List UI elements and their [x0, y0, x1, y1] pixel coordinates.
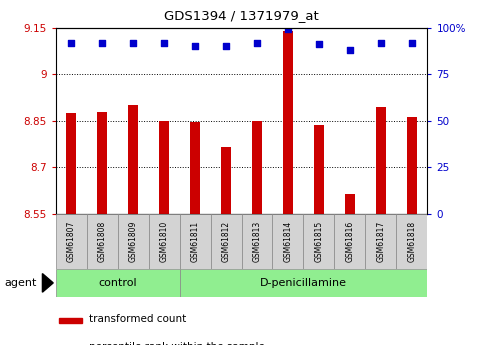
- Bar: [283, 31, 293, 214]
- Bar: [158, 121, 170, 214]
- Point: [222, 43, 230, 49]
- Text: GSM61807: GSM61807: [67, 221, 75, 262]
- Text: GSM61809: GSM61809: [128, 221, 138, 262]
- Point: [315, 42, 323, 47]
- Bar: [128, 105, 139, 214]
- Point: [129, 40, 137, 45]
- FancyBboxPatch shape: [211, 214, 242, 269]
- Bar: [221, 147, 231, 214]
- Bar: [59, 318, 82, 323]
- FancyBboxPatch shape: [180, 214, 211, 269]
- Point: [346, 47, 354, 53]
- Bar: [313, 125, 325, 214]
- Text: GSM61816: GSM61816: [345, 221, 355, 262]
- Point: [98, 40, 106, 45]
- Text: transformed count: transformed count: [89, 315, 186, 324]
- Text: agent: agent: [5, 278, 37, 288]
- Point: [253, 40, 261, 45]
- Text: GSM61811: GSM61811: [190, 221, 199, 262]
- Polygon shape: [43, 274, 53, 292]
- Text: GSM61810: GSM61810: [159, 221, 169, 262]
- Text: GSM61818: GSM61818: [408, 221, 416, 262]
- Text: GDS1394 / 1371979_at: GDS1394 / 1371979_at: [164, 9, 319, 22]
- FancyBboxPatch shape: [149, 214, 180, 269]
- Text: percentile rank within the sample: percentile rank within the sample: [89, 342, 265, 345]
- Point: [160, 40, 168, 45]
- Text: control: control: [98, 278, 137, 288]
- FancyBboxPatch shape: [117, 214, 149, 269]
- Bar: [97, 112, 107, 214]
- Point: [284, 27, 292, 32]
- Text: GSM61812: GSM61812: [222, 221, 230, 262]
- FancyBboxPatch shape: [56, 214, 86, 269]
- FancyBboxPatch shape: [86, 214, 117, 269]
- Bar: [376, 107, 386, 214]
- Point: [67, 40, 75, 45]
- Text: GSM61815: GSM61815: [314, 221, 324, 262]
- FancyBboxPatch shape: [242, 214, 272, 269]
- FancyBboxPatch shape: [397, 214, 427, 269]
- Text: GSM61814: GSM61814: [284, 221, 293, 262]
- Text: GSM61808: GSM61808: [98, 221, 107, 262]
- Bar: [66, 113, 76, 214]
- Bar: [190, 122, 200, 214]
- Text: GSM61817: GSM61817: [376, 221, 385, 262]
- Bar: [344, 194, 355, 214]
- Point: [191, 43, 199, 49]
- FancyBboxPatch shape: [366, 214, 397, 269]
- FancyBboxPatch shape: [334, 214, 366, 269]
- Text: D-penicillamine: D-penicillamine: [260, 278, 347, 288]
- Point: [408, 40, 416, 45]
- FancyBboxPatch shape: [272, 214, 303, 269]
- FancyBboxPatch shape: [180, 269, 427, 297]
- Point: [377, 40, 385, 45]
- Text: GSM61813: GSM61813: [253, 221, 261, 262]
- Bar: [252, 121, 262, 214]
- Bar: [407, 117, 417, 214]
- FancyBboxPatch shape: [56, 269, 180, 297]
- FancyBboxPatch shape: [303, 214, 334, 269]
